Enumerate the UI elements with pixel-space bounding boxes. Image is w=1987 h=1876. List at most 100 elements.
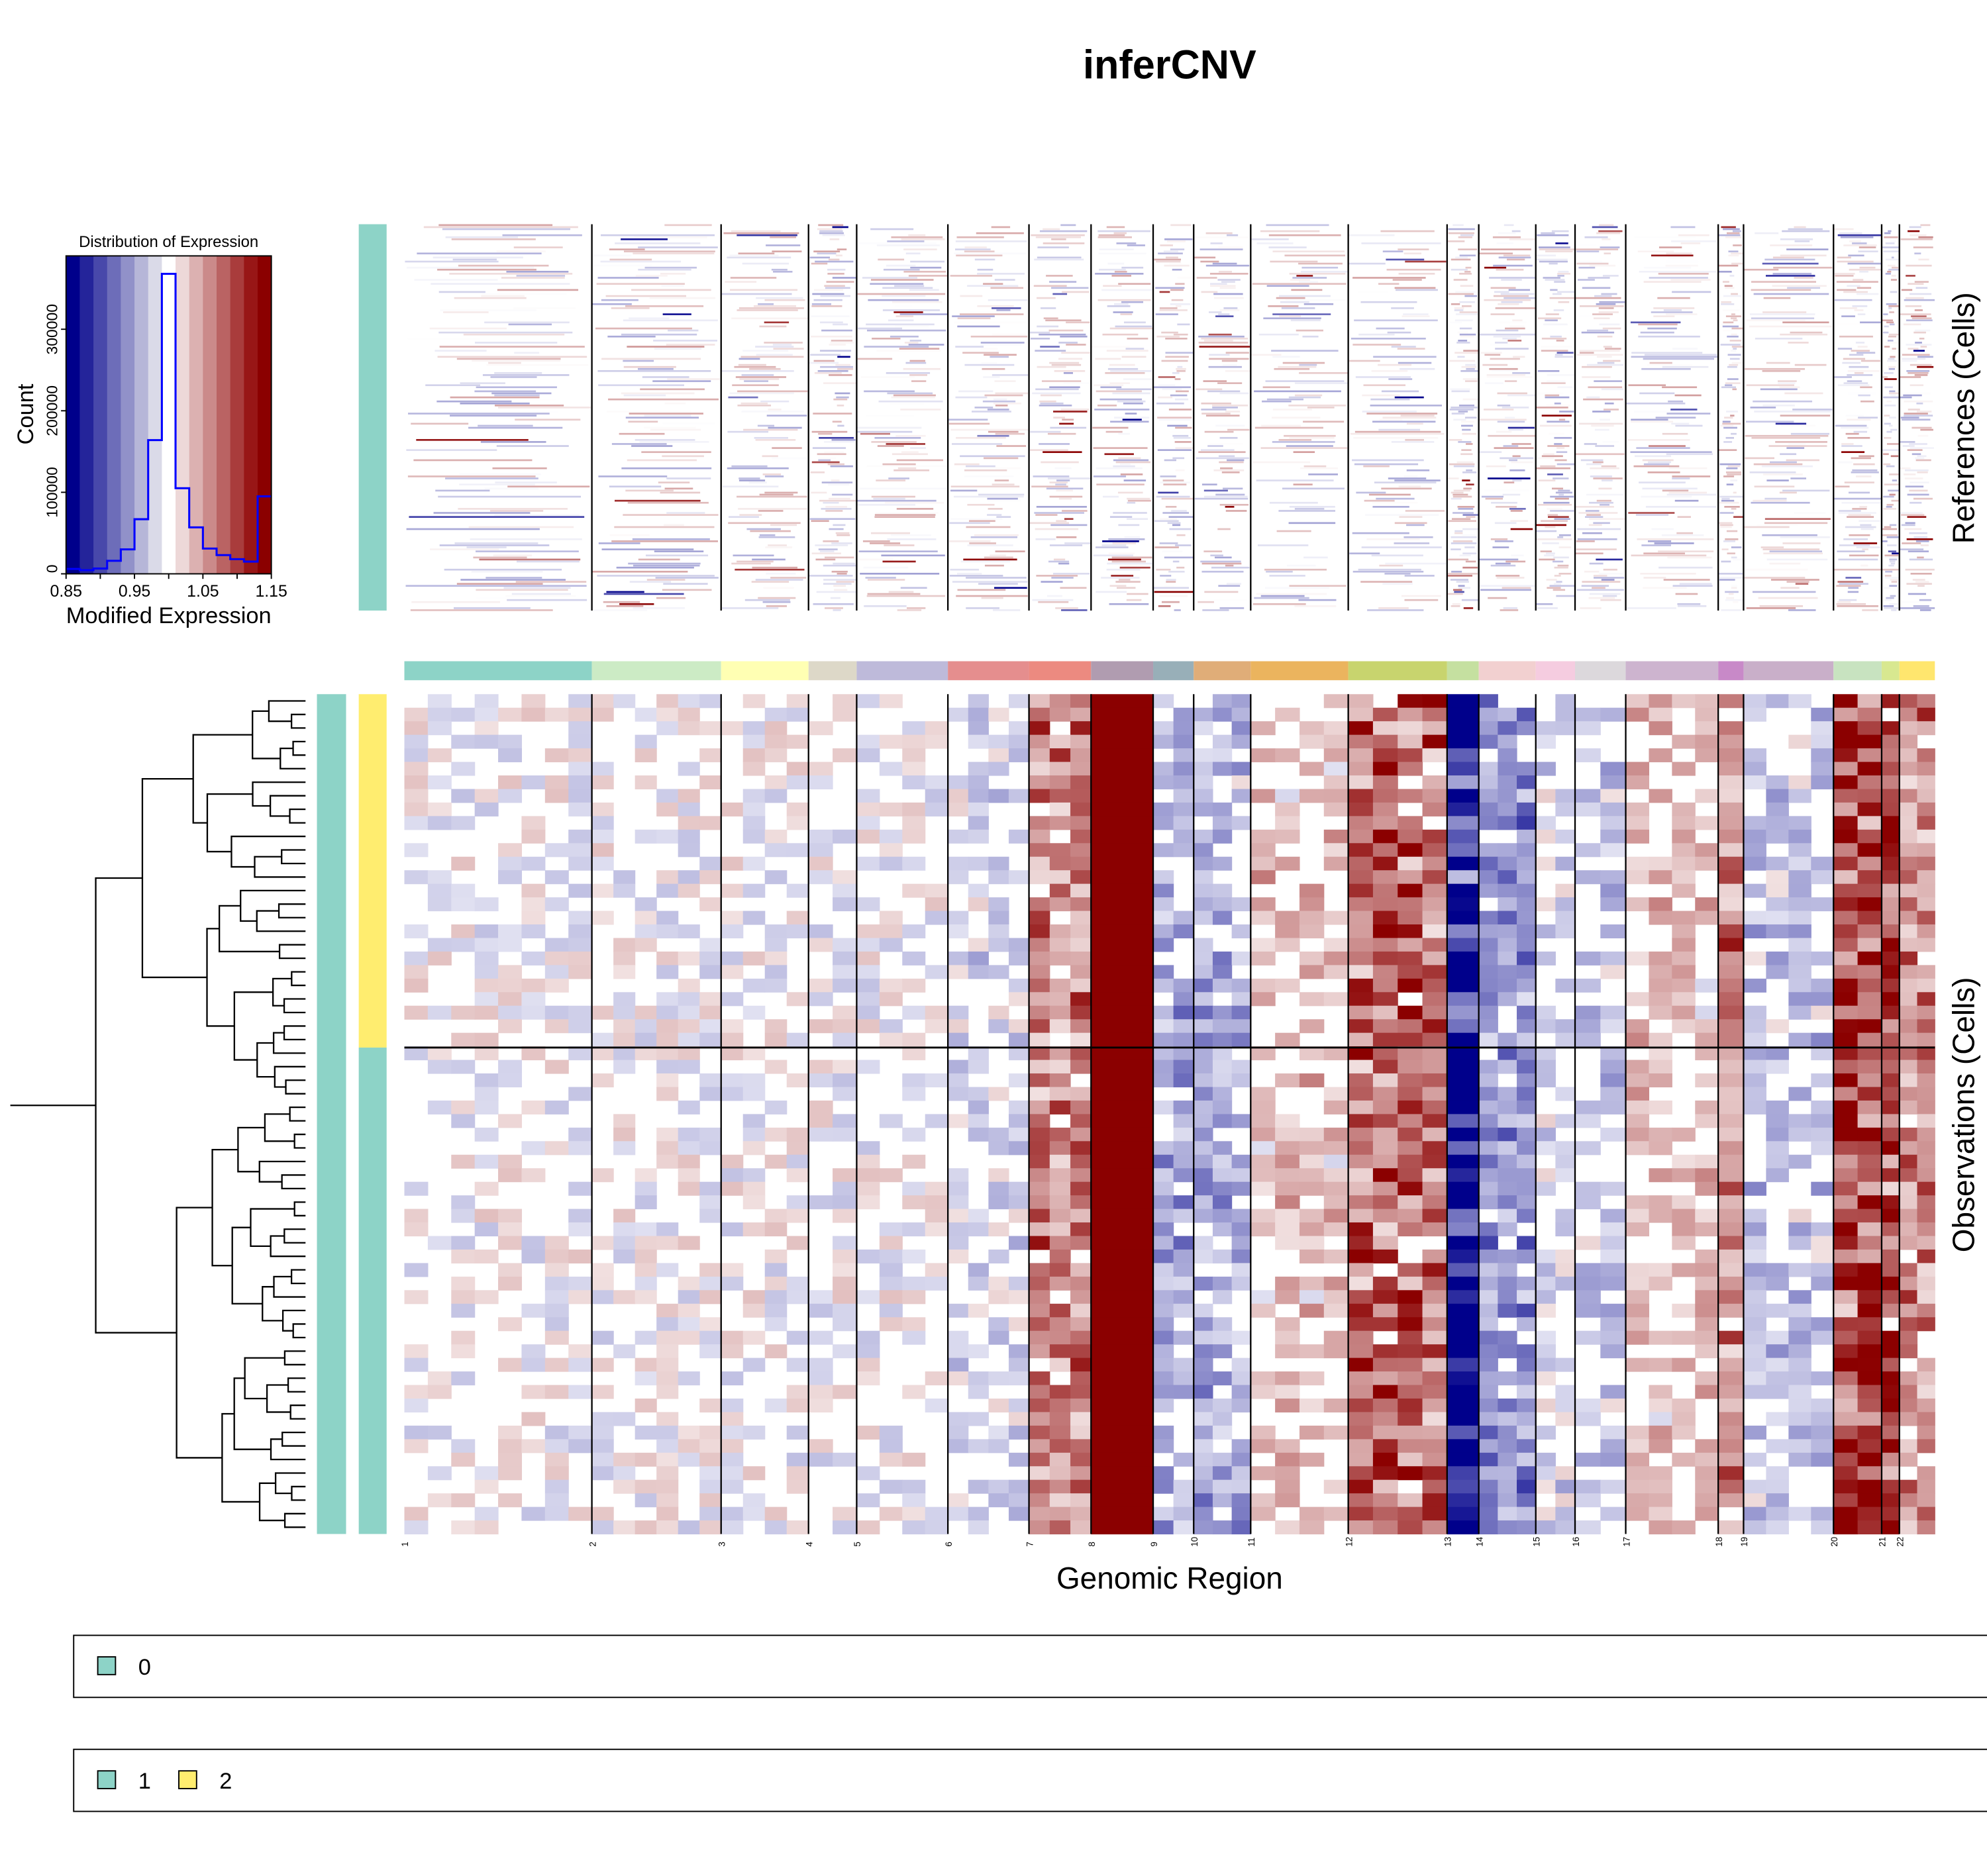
heatmap-cell <box>1384 573 1411 575</box>
heatmap-cell <box>1599 301 1625 303</box>
heatmap-cell <box>1658 273 1709 275</box>
heatmap-cell <box>1915 581 1929 583</box>
heatmap-cell <box>1766 1114 1789 1128</box>
heatmap-cell <box>1205 415 1240 417</box>
heatmap-cell <box>1391 441 1435 443</box>
heatmap-cell <box>635 1222 657 1237</box>
histogram-bar <box>189 527 203 573</box>
heatmap-cell <box>885 501 944 504</box>
heatmap-cell <box>404 721 429 736</box>
heatmap-cell <box>1598 311 1619 313</box>
heatmap-cell <box>964 475 1014 477</box>
heatmap-cell <box>1054 467 1072 469</box>
heatmap-cell <box>1447 1412 1480 1426</box>
heatmap-cell <box>1857 1141 1882 1156</box>
heatmap-cell <box>1095 467 1143 469</box>
heatmap-cell <box>635 1425 657 1440</box>
heatmap-cell <box>1625 1032 1650 1047</box>
heatmap-cell <box>1173 333 1188 336</box>
heatmap-cell <box>1422 992 1448 1007</box>
dendrogram-branch <box>291 971 306 987</box>
heatmap-cell <box>1582 581 1621 583</box>
heatmap-cell <box>1372 1154 1398 1169</box>
heatmap-cell <box>731 317 809 320</box>
heatmap-cell <box>1221 471 1240 473</box>
heatmap-cell <box>1275 789 1300 803</box>
heatmap-cell <box>1070 762 1092 776</box>
heatmap-cell <box>474 965 499 979</box>
heatmap-cell <box>1372 1385 1398 1399</box>
heatmap-cell <box>1323 965 1349 979</box>
heatmap-cell <box>1049 1141 1071 1156</box>
heatmap-cell <box>1881 938 1900 952</box>
heatmap-cell <box>1910 384 1924 387</box>
heatmap-cell <box>968 802 989 816</box>
heatmap-cell <box>1115 581 1141 583</box>
heatmap-cell <box>1517 1398 1537 1412</box>
heatmap-cell <box>1723 426 1737 429</box>
heatmap-cell <box>635 748 657 763</box>
heatmap-cell <box>910 260 945 263</box>
heatmap-cell <box>1029 1425 1050 1440</box>
heatmap-cell <box>1811 1398 1834 1412</box>
heatmap-cell <box>1369 534 1419 536</box>
heatmap-cell <box>1153 762 1174 776</box>
heatmap-cell <box>871 279 934 281</box>
heatmap-cell <box>1070 748 1092 763</box>
heatmap-cell <box>742 1073 766 1088</box>
heatmap-cell <box>1039 333 1086 336</box>
heatmap-cell <box>1348 1412 1374 1426</box>
heatmap-cell <box>1301 266 1339 269</box>
heatmap-cell <box>1555 978 1576 993</box>
heatmap-cell <box>1857 802 1882 816</box>
heatmap-cell <box>1833 1317 1859 1332</box>
heatmap-cell <box>1422 748 1448 763</box>
heatmap-cell <box>1833 1358 1859 1372</box>
heatmap-cell <box>1194 1168 1213 1183</box>
heatmap-cell <box>1490 344 1523 346</box>
heatmap-cell <box>1723 321 1734 324</box>
heatmap-cell <box>1299 1452 1325 1467</box>
heatmap-cell <box>1517 829 1537 844</box>
heatmap-cell <box>1348 843 1374 858</box>
heatmap-cell <box>1231 1154 1251 1169</box>
heatmap-cell <box>427 775 452 790</box>
heatmap-cell <box>1788 1385 1811 1399</box>
heatmap-cell <box>721 1154 744 1169</box>
heatmap-cell <box>1848 392 1876 395</box>
heatmap-cell <box>1225 506 1235 508</box>
heatmap-cell <box>1733 558 1743 561</box>
heatmap-cell <box>521 1100 546 1114</box>
heatmap-cell <box>1718 1358 1745 1372</box>
heatmap-cell <box>742 802 766 816</box>
heatmap-cell <box>820 366 853 368</box>
heatmap-cell <box>1478 694 1498 709</box>
heatmap-cell <box>829 528 844 530</box>
heatmap-cell <box>1509 469 1525 471</box>
heatmap-cell <box>498 707 523 722</box>
heatmap-cell <box>1008 1127 1030 1142</box>
heatmap-cell <box>1447 1344 1480 1359</box>
heatmap-cell <box>988 897 1009 912</box>
heatmap-cell <box>1766 1060 1789 1074</box>
heatmap-cell <box>1625 775 1650 790</box>
heatmap-cell <box>764 789 788 803</box>
heatmap-cell <box>1884 436 1892 439</box>
heatmap-cell <box>833 585 846 587</box>
heatmap-cell <box>649 297 716 299</box>
heatmap-cell <box>1362 411 1417 413</box>
heatmap-cell <box>1221 360 1238 362</box>
heatmap-cell <box>1386 258 1425 261</box>
heatmap-cell <box>1906 583 1932 585</box>
heatmap-cell <box>1422 1385 1448 1399</box>
heatmap-cell <box>635 1330 657 1345</box>
chromosome-color-7 <box>1029 661 1092 681</box>
heatmap-cell <box>1718 1005 1745 1020</box>
heatmap-cell <box>1517 1032 1537 1047</box>
heatmap-cell <box>484 487 539 490</box>
heatmap-cell <box>1173 1005 1194 1020</box>
heatmap-cell <box>1833 843 1859 858</box>
heatmap-cell <box>1753 293 1829 295</box>
heatmap-cell <box>1857 1317 1882 1332</box>
heatmap-cell <box>1091 1181 1154 1196</box>
